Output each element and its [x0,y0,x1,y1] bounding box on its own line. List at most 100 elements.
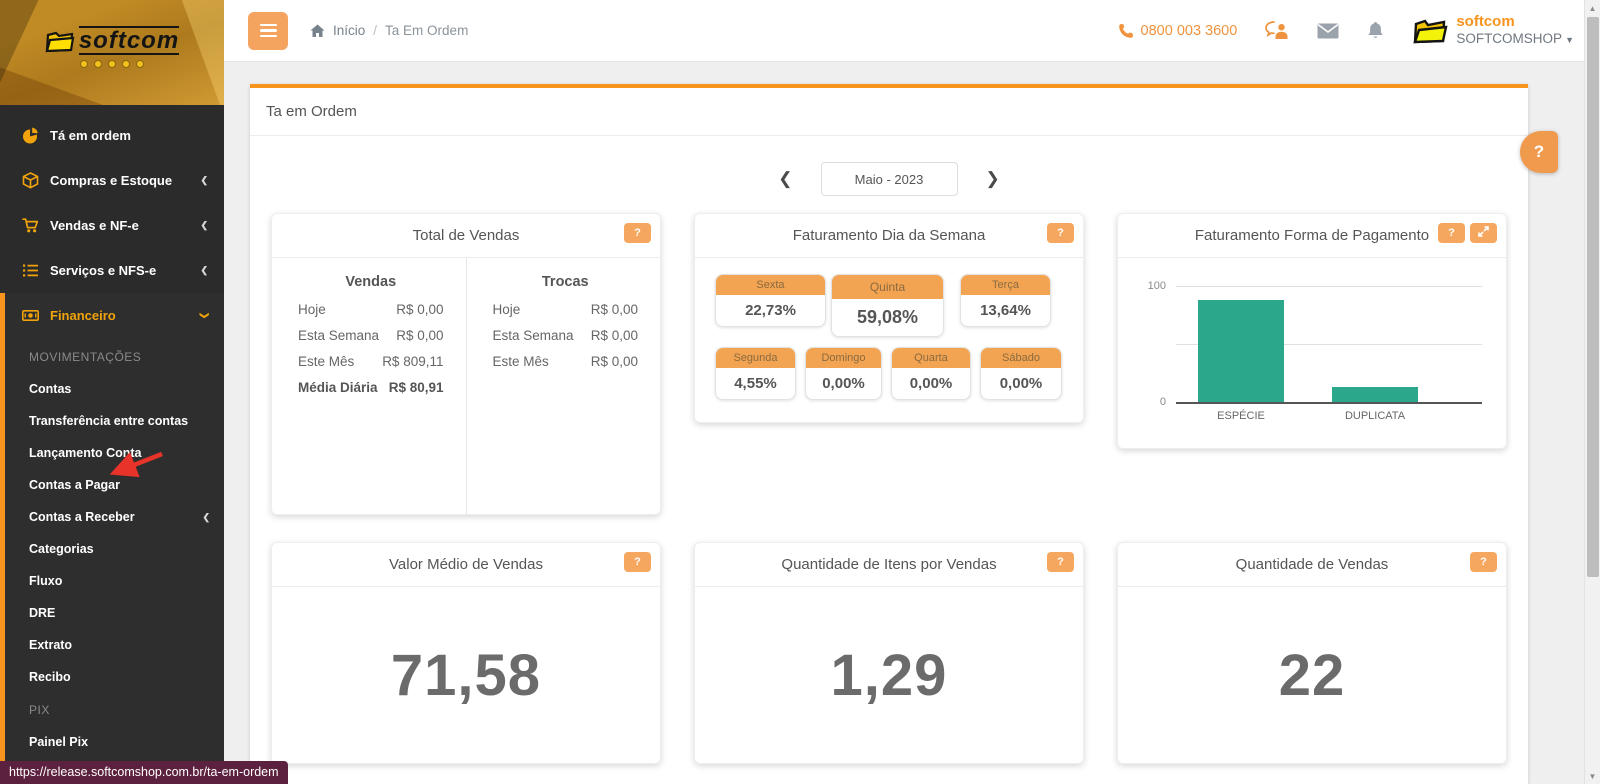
help-button[interactable]: ? [624,552,651,572]
sidebar-item-painel-pix[interactable]: Painel Pix [29,735,89,749]
day-tile-quinta: Quinta 59,08% [831,274,944,337]
table-row: Este Mês R$ 0,00 [492,354,639,369]
phone-icon [1118,23,1133,38]
account-folder-icon [1413,19,1448,43]
notifications-button[interactable] [1367,21,1384,40]
scroll-down-arrow[interactable]: ▼ [1588,771,1597,781]
financeiro-submenu: MOVIMENTAÇÕES Contas Transferência entre… [5,338,224,758]
card-faturamento-forma-pagamento: Faturamento Forma de Pagamento ? [1117,213,1507,449]
sidebar-item-categorias[interactable]: Categorias [29,542,94,556]
logo-wordmark: softcom [78,26,180,56]
table-row: Este Mês R$ 809,11 [298,354,444,369]
vendas-column: Vendas Hoje R$ 0,00 Esta Semana R$ 0,00 Es… [272,258,467,514]
scrollbar-thumb[interactable] [1587,17,1599,577]
hamburger-menu-button[interactable] [248,11,288,50]
sidebar-item-servicos-e-nfse[interactable]: Serviços e NFS-e ❮ [0,248,224,293]
payment-bar-chart: 100 0 ESPÉCIE DUPLICATA [1118,258,1506,448]
main-content: Ta em Ordem ❮ Maio - 2023 ❯ Total de Ven… [224,62,1584,784]
table-row: Esta Semana R$ 0,00 [492,328,639,343]
softcom-folder-icon [45,31,75,52]
page-title: Ta em Ordem [250,88,1528,136]
submenu-section-movimentacoes: MOVIMENTAÇÕES [29,350,142,364]
scrollbar[interactable]: ▲ ▼ [1584,0,1600,784]
x-axis-label: ESPÉCIE [1217,410,1265,422]
card-total-de-vendas: Total de Vendas ? Vendas Hoje R$ 0,00 Est… [271,213,661,515]
help-button[interactable]: ? [1470,552,1497,572]
metric-value: 22 [1278,642,1346,708]
account-brand: softcom [1456,12,1515,30]
y-axis-tick: 0 [1159,396,1166,408]
card-faturamento-dia-da-semana: Faturamento Dia da Semana ? Sexta 22,73% … [694,213,1084,423]
metric-value: 1,29 [830,642,948,708]
sidebar-item-fluxo[interactable]: Fluxo [29,574,63,588]
scroll-up-arrow[interactable]: ▲ [1588,3,1597,13]
sidebar-nav: Tá em ordem Compras e Estoque ❮ Vendas e… [0,105,224,781]
caret-down-icon: ▼ [1565,35,1574,46]
next-month-button[interactable]: ❯ [980,167,1006,191]
sidebar-item-contas-a-receber[interactable]: Contas a Receber ❮ [29,510,210,524]
sidebar-item-vendas-e-nfe[interactable]: Vendas e NF-e ❮ [0,203,224,248]
breadcrumb-home[interactable]: Início [333,23,366,38]
breadcrumb-current: Ta Em Ordem [385,23,469,38]
expand-icon [1478,226,1489,237]
sidebar-item-extrato[interactable]: Extrato [29,638,73,652]
sidebar-item-financeiro[interactable]: Financeiro ❮ [5,293,224,338]
card-quantidade-itens-por-vendas: Quantidade de Itens por Vendas ? 1,29 [694,542,1084,764]
card-quantidade-de-vendas: Quantidade de Vendas ? 22 [1117,542,1507,764]
card-valor-medio-de-vendas: Valor Médio de Vendas ? 71,58 [271,542,661,764]
card-title: Faturamento Dia da Semana [792,227,986,244]
sidebar: softcom Tá em ordem Compras e Estoque ❮ [0,0,224,784]
sidebar-logo: softcom [0,0,224,105]
chevron-down-icon: ❮ [198,311,209,320]
month-selector[interactable]: Maio - 2023 [820,162,958,196]
home-icon [310,24,325,37]
chat-icon [1265,21,1288,39]
support-phone[interactable]: 0800 003 3600 [1118,23,1237,39]
sidebar-item-contas-a-pagar[interactable]: Contas a Pagar [29,478,121,492]
sidebar-item-compras-e-estoque[interactable]: Compras e Estoque ❮ [0,158,224,203]
pie-chart-icon [23,127,38,144]
cart-icon [22,218,39,233]
expand-button[interactable] [1470,223,1497,243]
card-title: Quantidade de Itens por Vendas [781,556,997,573]
help-button[interactable]: ? [1047,223,1074,243]
help-button[interactable]: ? [624,223,651,243]
y-axis-tick: 100 [1147,280,1166,292]
list-icon [23,264,38,277]
chat-button[interactable] [1265,21,1289,40]
table-row: Hoje R$ 0,00 [492,302,639,317]
day-tile-terca: Terça 13,64% [960,274,1051,327]
logo-dots [0,60,224,69]
status-url-bar: https://release.softcomshop.com.br/ta-em… [0,761,288,784]
month-navigator: ❮ Maio - 2023 ❯ [250,162,1528,196]
breadcrumb: Início / Ta Em Ordem [310,23,468,38]
card-title: Faturamento Forma de Pagamento [1194,227,1430,244]
bell-icon [1368,22,1384,38]
prev-month-button[interactable]: ❮ [772,167,798,191]
sidebar-item-contas[interactable]: Contas [29,382,72,396]
bar-especie[interactable] [1198,299,1284,402]
chevron-left-icon: ❮ [202,511,210,522]
card-title: Valor Médio de Vendas [389,556,543,573]
chevron-left-icon: ❮ [200,220,208,230]
sidebar-item-recibo[interactable]: Recibo [29,670,71,684]
metric-value: 71,58 [390,642,542,708]
bar-duplicata[interactable] [1332,386,1418,402]
sidebar-item-dre[interactable]: DRE [29,606,56,620]
account-menu[interactable]: softcom SOFTCOMSHOP ▼ [1412,13,1574,49]
chevron-left-icon: ❮ [200,175,208,185]
ta-em-ordem-panel: Ta em Ordem ❮ Maio - 2023 ❯ Total de Ven… [250,84,1528,784]
day-tile-domingo: Domingo 0,00% [805,347,882,400]
submenu-section-pix: PIX [29,703,50,717]
account-name: SOFTCOMSHOP ▼ [1456,31,1574,47]
breadcrumb-separator: / [373,23,378,38]
floating-help-button[interactable]: ? [1520,131,1558,173]
chevron-left-icon: ❮ [200,265,208,275]
sidebar-item-ta-em-ordem[interactable]: Tá em ordem [0,113,224,158]
trocas-column: Trocas Hoje R$ 0,00 Esta Semana R$ 0,00 Es… [492,274,639,369]
help-button[interactable]: ? [1438,223,1465,243]
sidebar-item-transferencia-entre-contas[interactable]: Transferência entre contas [29,414,189,428]
sidebar-item-lancamento-conta[interactable]: Lançamento Conta [29,446,142,460]
messages-button[interactable] [1317,23,1339,39]
help-button[interactable]: ? [1047,552,1074,572]
